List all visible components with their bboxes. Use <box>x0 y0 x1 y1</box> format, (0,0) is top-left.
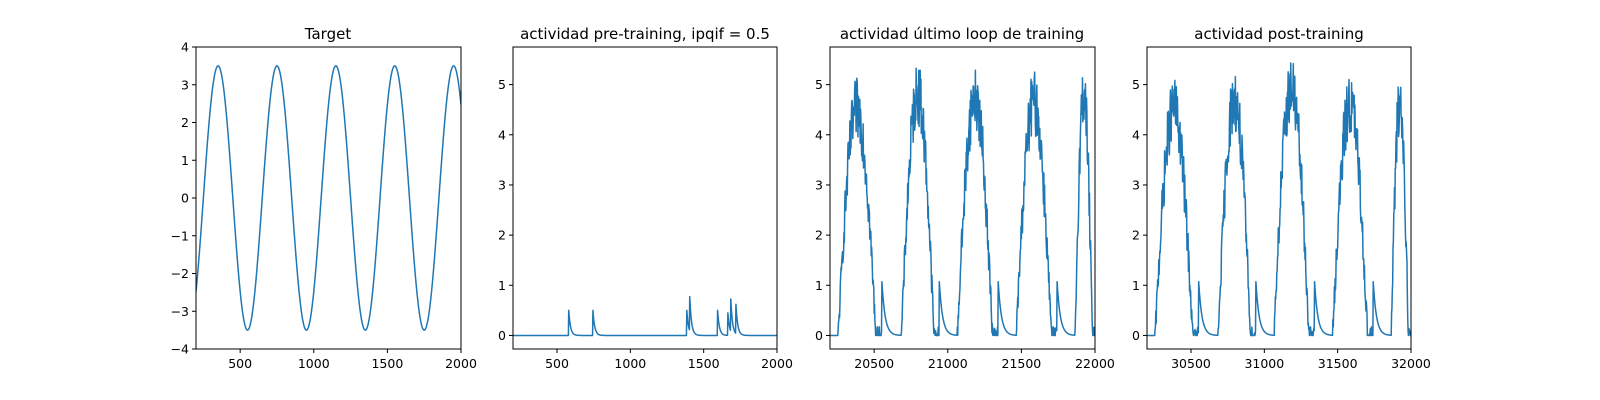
y-tick-label: 0 <box>815 328 823 343</box>
y-tick-label: 0 <box>1132 328 1140 343</box>
y-tick-label: 5 <box>815 77 823 92</box>
axes-frame <box>829 46 1096 350</box>
series-line <box>513 295 777 337</box>
x-tick-label: 1500 <box>688 356 720 371</box>
x-tick-label: 31000 <box>1244 356 1284 371</box>
x-tick-label: 2000 <box>445 356 477 371</box>
y-tick-label: 1 <box>1132 278 1140 293</box>
y-tick-label: 0 <box>498 328 506 343</box>
y-tick-label: 5 <box>1132 77 1140 92</box>
x-tick-label: 30500 <box>1171 356 1211 371</box>
x-tick-label: 22000 <box>1075 356 1115 371</box>
y-tick-label: 1 <box>498 278 506 293</box>
x-tick-label: 500 <box>228 356 252 371</box>
series-line <box>196 65 461 331</box>
y-tick-label: 4 <box>181 40 189 55</box>
axes-frame <box>512 46 778 350</box>
x-tick-label: 500 <box>545 356 569 371</box>
y-tick-label: −2 <box>171 266 189 281</box>
chart-panel-target: Target 500 1000 1500 2000 −4 −3 −2 −1 0 1 2 3 4 <box>171 25 477 371</box>
y-tick-label: 2 <box>815 228 823 243</box>
chart-title: actividad post-training <box>1194 25 1363 43</box>
y-tick-label: 1 <box>181 153 189 168</box>
y-tick-label: 2 <box>1132 228 1140 243</box>
y-tick-label: 0 <box>181 191 189 206</box>
chart-title: Target <box>304 25 352 43</box>
chart-panel-post-training: actividad post-training 30500 31000 31500 3… <box>1132 25 1431 371</box>
y-tick-label: 3 <box>815 177 823 192</box>
chart-title: actividad pre-training, ipqif = 0.5 <box>520 25 770 43</box>
x-tick-label: 1000 <box>298 356 330 371</box>
series-line <box>830 67 1095 337</box>
x-tick-label: 20500 <box>854 356 894 371</box>
x-tick-label: 1000 <box>614 356 646 371</box>
x-tick-label: 31500 <box>1318 356 1358 371</box>
y-tick-label: 5 <box>498 77 506 92</box>
y-tick-label: −3 <box>171 304 189 319</box>
chart-panel-last-training-loop: actividad último loop de training 20500 2… <box>815 25 1115 371</box>
x-tick-label: 21000 <box>928 356 968 371</box>
y-tick-label: 4 <box>1132 127 1140 142</box>
y-tick-label: 3 <box>498 177 506 192</box>
y-tick-label: 4 <box>498 127 506 142</box>
y-tick-label: 2 <box>181 115 189 130</box>
y-tick-label: −4 <box>171 342 189 357</box>
x-tick-label: 1500 <box>371 356 403 371</box>
x-tick-label: 32000 <box>1391 356 1431 371</box>
chart-title: actividad último loop de training <box>840 25 1084 43</box>
y-tick-label: 3 <box>1132 177 1140 192</box>
y-tick-label: 3 <box>181 77 189 92</box>
y-tick-label: 4 <box>815 127 823 142</box>
x-tick-label: 2000 <box>761 356 793 371</box>
series-line <box>1147 62 1411 337</box>
chart-panel-pre-training: actividad pre-training, ipqif = 0.5 500 1… <box>498 25 793 371</box>
y-tick-label: 1 <box>815 278 823 293</box>
axes-frame <box>1146 46 1412 350</box>
y-tick-label: −1 <box>171 228 189 243</box>
x-tick-label: 21500 <box>1002 356 1042 371</box>
y-tick-label: 2 <box>498 228 506 243</box>
